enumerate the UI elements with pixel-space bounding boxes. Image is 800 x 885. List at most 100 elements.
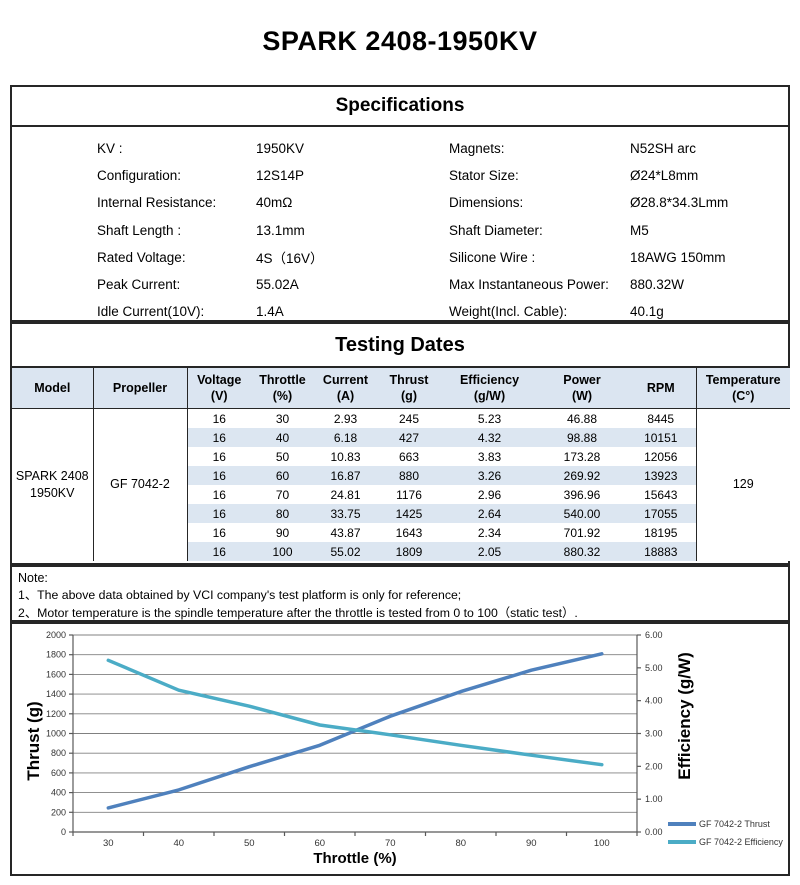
left-axis-tick-label: 2000 — [46, 630, 66, 640]
thrust-efficiency-chart: 0 200 400 600 800 1000 1200 1400 1600 1800 2000 0.0… — [24, 630, 783, 867]
column-header-throttle: Throttle (%) — [251, 368, 314, 409]
spec-value: 55.02A — [256, 277, 299, 293]
left-axis-tick-label: 200 — [51, 807, 66, 817]
column-header-line1: Power — [563, 372, 601, 387]
table-row: SPARK 2408 1950KV GF 7042-2 16 30 2.93 245 5.23… — [12, 408, 790, 561]
data-cell: 15643 — [644, 487, 678, 502]
spec-value: 40mΩ — [256, 195, 293, 211]
data-cell: 663 — [398, 449, 420, 464]
legend-item-label: GF 7042-2 Thrust — [699, 819, 770, 829]
column-header-line1: Model — [34, 380, 71, 395]
testing-table-header-row: Model Propeller Voltage (V) Throttle (%) Curre… — [12, 368, 790, 409]
spec-value: 880.32W — [630, 277, 685, 293]
data-cell: 16 — [187, 504, 251, 523]
data-cell: 10.83 — [330, 449, 361, 464]
spec-label: Peak Current: — [97, 277, 181, 293]
note-lines: 1、The above data obtained by VCI company… — [18, 587, 782, 622]
data-cell: 50 — [275, 449, 290, 464]
spec-label: Weight(Incl. Cable): — [449, 304, 568, 320]
data-cell: 880 — [377, 466, 441, 485]
spec-label: KV : — [97, 141, 123, 157]
spec-row: KV : 1950KV Magnets: N52SH arc — [12, 135, 788, 162]
spec-label: Dimensions: — [449, 195, 524, 211]
table-row: 16 50 10.83 663 3.83 173.28 12056 — [12, 447, 790, 466]
propeller-cell: GF 7042-2 — [93, 408, 188, 561]
data-cell: 8445 — [647, 411, 675, 426]
column-header-line2: (g/W) — [473, 389, 506, 403]
data-cell: 3.83 — [477, 449, 502, 464]
spec-row: Rated Voltage: 4S（16V） Silicone Wire : 18AW… — [12, 244, 788, 271]
right-axis-tick-label: 4.00 — [645, 696, 663, 706]
left-axis-tick-label: 1000 — [46, 729, 66, 739]
spec-label: Rated Voltage: — [97, 249, 186, 265]
spec-label: Idle Current(10V): — [97, 304, 205, 320]
data-cell: 1643 — [395, 525, 423, 540]
model-line: 1950KV — [30, 486, 75, 500]
left-axis-tick-label: 0 — [61, 827, 66, 837]
left-axis-tick-label: 1600 — [46, 669, 66, 679]
left-axis-tick-label: 1800 — [46, 650, 66, 660]
data-cell: 5.23 — [477, 411, 502, 426]
data-cell: 880.32 — [538, 542, 626, 561]
data-cell: 80 — [251, 504, 314, 523]
data-cell: 16 — [187, 542, 251, 561]
column-header-line2: (%) — [272, 389, 293, 403]
column-header-line1: Propeller — [112, 380, 168, 395]
data-cell: 427 — [377, 428, 441, 447]
data-cell: 16 — [212, 487, 226, 502]
left-axis-tick-label: 400 — [51, 788, 66, 798]
right-axis-title: Efficiency (g/W) — [675, 652, 694, 780]
data-cell: 16 — [212, 525, 226, 540]
data-cell: 16 — [212, 449, 226, 464]
right-axis-tick-label: 6.00 — [645, 630, 663, 640]
data-cell: 3.26 — [441, 466, 538, 485]
left-axis-tick-label: 600 — [51, 768, 66, 778]
column-header-model: Model — [12, 368, 94, 409]
data-cell: 13923 — [626, 466, 696, 485]
data-cell: 1425 — [377, 504, 441, 523]
column-header-line2: (C°) — [732, 389, 755, 403]
spec-value: M5 — [630, 222, 649, 238]
right-axis-tick-label: 5.00 — [645, 663, 663, 673]
table-row: 16 70 24.81 1176 2.96 396.96 15643 — [12, 485, 790, 504]
data-cell: 2.96 — [477, 487, 502, 502]
data-cell: 396.96 — [563, 487, 601, 502]
note-line: 2、Motor temperature is the spindle tempe… — [18, 605, 578, 620]
x-axis-tick-label: 100 — [594, 838, 610, 849]
spec-value: 40.1g — [630, 304, 664, 320]
left-axis-tick-label: 1200 — [46, 709, 66, 719]
x-axis-tick-label: 90 — [526, 838, 537, 849]
spec-label: Stator Size: — [449, 168, 519, 184]
spec-label: Max Instantaneous Power: — [449, 277, 609, 293]
table-row: 16 60 16.87 880 3.26 269.92 13923 — [12, 466, 790, 485]
data-cell: 2.64 — [441, 504, 538, 523]
x-axis-tick-label: 60 — [314, 838, 325, 849]
data-cell: 12056 — [644, 449, 678, 464]
data-cell: 18883 — [626, 542, 696, 561]
spec-value: 1.4A — [256, 304, 284, 320]
model-line: SPARK 2408 — [15, 468, 89, 483]
column-header-line1: RPM — [646, 380, 675, 395]
data-cell: 100 — [251, 542, 314, 561]
spec-value: 18AWG 150mm — [630, 249, 726, 265]
specifications-heading: Specifications — [12, 87, 788, 127]
spec-label: Silicone Wire : — [449, 249, 536, 265]
x-axis-tick-label: 50 — [244, 838, 255, 849]
data-cell: 16 — [187, 466, 251, 485]
data-cell: 701.92 — [563, 525, 601, 540]
data-cell: 43.87 — [330, 525, 361, 540]
table-row: 16 80 33.75 1425 2.64 540.00 17055 — [12, 504, 790, 523]
column-header-rpm: RPM — [626, 368, 697, 409]
data-cell: 2.93 — [333, 411, 358, 426]
spec-value: 4S（16V） — [256, 251, 324, 267]
spec-label: Magnets: — [449, 141, 505, 157]
data-cell: 33.75 — [314, 504, 377, 523]
note-section: Note: 1、The above data obtained by VCI c… — [10, 565, 790, 622]
testing-heading: Testing Dates — [12, 324, 788, 368]
data-cell: 30 — [275, 411, 290, 426]
spec-row: Shaft Length : 13.1mm Shaft Diameter: M5 — [12, 217, 788, 244]
table-row: 16 100 55.02 1809 2.05 880.32 18883 — [12, 542, 790, 561]
data-cell: 18195 — [644, 525, 678, 540]
spec-value: 1950KV — [256, 141, 305, 157]
left-axis-tick-label: 800 — [51, 748, 66, 758]
